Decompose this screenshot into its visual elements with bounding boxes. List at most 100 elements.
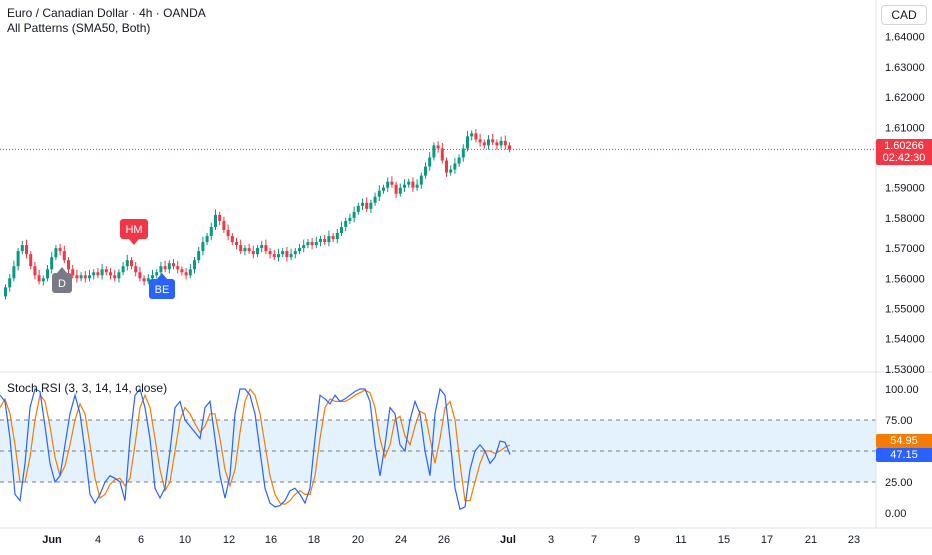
candle-body xyxy=(440,148,444,161)
time-axis-label: 16 xyxy=(265,534,277,546)
candle-body xyxy=(50,257,54,270)
candle-body xyxy=(58,248,62,252)
candle-body xyxy=(487,139,490,146)
candle-body xyxy=(247,248,251,252)
candle-body xyxy=(239,245,243,252)
candle-body xyxy=(159,266,163,273)
candle-body xyxy=(319,239,322,243)
candle-body xyxy=(419,175,423,185)
candle-body xyxy=(96,272,100,276)
pattern-hm-badge[interactable] xyxy=(120,219,148,239)
current-price-tag: 1.60266 02:42:30 xyxy=(876,139,932,165)
candle-body xyxy=(188,269,192,276)
oscillator-axis-label: 75.00 xyxy=(885,415,913,427)
oscillator-axis-label: 100.00 xyxy=(885,384,919,396)
candle-body xyxy=(453,163,457,170)
time-axis-label: Jun xyxy=(42,534,62,546)
price-axis-label: 1.57000 xyxy=(885,243,925,255)
time-axis-label: Jul xyxy=(500,534,516,546)
candle-body xyxy=(264,245,268,252)
candle-body xyxy=(218,214,222,221)
indicator-legend[interactable]: All Patterns (SMA50, Both) xyxy=(7,21,151,35)
candle-body xyxy=(302,245,306,249)
time-axis-label: 11 xyxy=(675,534,686,546)
candle-body xyxy=(146,278,150,282)
candle-body xyxy=(4,287,7,297)
candle-body xyxy=(142,278,146,282)
candle-body xyxy=(71,269,75,276)
price-axis-label: 1.62000 xyxy=(885,92,925,104)
candle-body xyxy=(470,133,474,137)
candle-body xyxy=(243,248,247,252)
pattern-be-badge[interactable] xyxy=(149,279,175,299)
oscillator-axis-label: 25.00 xyxy=(885,477,913,489)
stoch-k-line xyxy=(0,387,511,511)
candle-body xyxy=(260,245,264,249)
candle-body xyxy=(117,272,121,279)
candle-body xyxy=(474,133,478,140)
candle-body xyxy=(79,275,83,279)
candle-body xyxy=(230,236,234,243)
candle-body xyxy=(298,248,301,252)
candle-body xyxy=(75,275,79,279)
candle-body xyxy=(335,233,339,240)
candle-body xyxy=(33,266,37,276)
candle-body xyxy=(205,236,209,243)
price-axis-label: 1.61000 xyxy=(885,122,925,134)
candle-body xyxy=(403,184,406,188)
pattern-d-badge[interactable] xyxy=(52,273,72,293)
candle-body xyxy=(134,266,138,273)
candle-body xyxy=(277,254,280,258)
candle-body xyxy=(226,229,230,237)
time-axis-label: 15 xyxy=(718,534,730,546)
candle-body xyxy=(499,140,503,146)
time-axis-label: 9 xyxy=(634,534,640,546)
symbol-title[interactable]: Euro / Canadian Dollar · 4h · OANDA xyxy=(7,6,206,20)
candle-body xyxy=(155,272,159,276)
time-axis-label: 20 xyxy=(352,534,364,546)
pattern-hm-label: HM xyxy=(125,224,142,236)
candle-body xyxy=(37,275,41,282)
candle-body xyxy=(382,187,385,191)
candle-body xyxy=(29,254,33,267)
candle-body xyxy=(222,220,226,230)
candle-body xyxy=(184,272,188,276)
candle-body xyxy=(293,251,297,255)
candle-body xyxy=(365,202,369,209)
candle-body xyxy=(88,275,91,279)
candle-body xyxy=(176,266,180,270)
candle-body xyxy=(331,236,335,240)
candle-body xyxy=(407,181,411,185)
candle-body xyxy=(327,236,331,243)
candle-body xyxy=(415,184,419,188)
currency-button[interactable]: CAD xyxy=(881,5,927,25)
candle-body xyxy=(352,211,356,218)
candle-body xyxy=(272,254,276,258)
candle-body xyxy=(92,272,96,276)
candle-body xyxy=(41,278,45,282)
candle-body xyxy=(386,181,390,188)
oscillator-title[interactable]: Stoch RSI (3, 3, 14, 14, close) xyxy=(7,381,168,395)
candle-body xyxy=(461,148,465,158)
candle-body xyxy=(466,136,469,149)
candle-body xyxy=(445,160,448,173)
time-axis-label: 17 xyxy=(761,534,773,546)
candle-body xyxy=(125,260,129,267)
candle-body xyxy=(394,184,398,194)
candle-body xyxy=(495,142,499,146)
pattern-hm-pointer xyxy=(129,239,139,245)
candle-body xyxy=(201,242,205,252)
price-axis-label: 1.59000 xyxy=(885,183,925,195)
current-price-label: 1.60266 xyxy=(884,140,924,152)
time-axis-label: 23 xyxy=(848,534,860,546)
candle-body xyxy=(344,220,348,227)
price-axis-label: 1.58000 xyxy=(885,213,925,225)
stoch-k-tag: 47.15 xyxy=(876,448,932,462)
candle-body xyxy=(285,251,289,258)
candle-body xyxy=(390,181,394,185)
candle-body xyxy=(193,260,196,270)
candle-body xyxy=(411,181,415,188)
candle-body xyxy=(281,251,285,255)
